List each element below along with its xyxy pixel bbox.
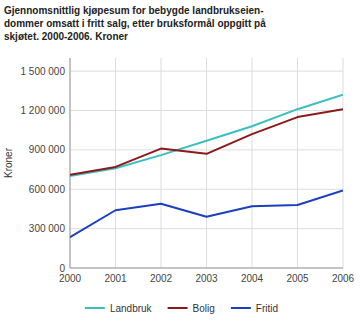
grid (70, 58, 343, 268)
x-tick-label: 2005 (286, 273, 309, 284)
legend-label: Fritid (256, 303, 278, 314)
legend-item: Fritid (231, 303, 278, 314)
title-line: Gjennomsnittlig kjøpesum for bebygde lan… (4, 5, 263, 16)
grid-line (297, 58, 298, 268)
x-tick-label: 2003 (195, 273, 218, 284)
y-axis-label: Kroner (3, 147, 14, 178)
series-lines (70, 95, 343, 237)
x-tick-label: 2001 (104, 273, 127, 284)
y-tick-label: 900 000 (29, 144, 66, 155)
grid-line (115, 58, 116, 268)
legend-item: Bolig (168, 303, 215, 314)
grid-line (206, 58, 207, 268)
series-line (70, 95, 343, 176)
x-axis-line (70, 268, 343, 269)
legend-swatch (231, 307, 251, 309)
title: Gjennomsnittlig kjøpesum for bebygde lan… (4, 5, 266, 42)
legend-label: Bolig (193, 303, 215, 314)
title-line: skjøtet. 2000-2006. Kroner (4, 31, 128, 42)
title-line: dommer omsatt i fritt salg, etter bruksf… (4, 18, 266, 29)
y-tick-label: 0 (59, 263, 65, 274)
chart: Gjennomsnittlig kjøpesum for bebygde lan… (0, 0, 363, 332)
legend-item: Landbruk (85, 303, 153, 314)
y-tick-label: 1 200 000 (21, 105, 66, 116)
x-tick-label: 2004 (241, 273, 264, 284)
grid-line (252, 58, 253, 268)
grid-line (70, 268, 343, 269)
legend-swatch (85, 307, 105, 309)
legend-label: Landbruk (110, 303, 153, 314)
grid-line (161, 58, 162, 268)
y-tick-label: 300 000 (29, 223, 66, 234)
legend: Landbruk Bolig Fritid (85, 303, 278, 314)
legend-swatch (168, 307, 188, 309)
y-tick-label: 600 000 (29, 184, 66, 195)
series-line (70, 109, 343, 175)
grid-line (343, 58, 344, 268)
x-tick-label: 2006 (332, 273, 355, 284)
series-line (70, 191, 343, 238)
x-tick-label: 2002 (150, 273, 173, 284)
axes: 0 300 000 600 000 900 000 1 200 000 1 500 000… (21, 58, 355, 284)
x-tick-label: 2000 (59, 273, 82, 284)
y-tick-label: 1 500 000 (21, 66, 66, 77)
